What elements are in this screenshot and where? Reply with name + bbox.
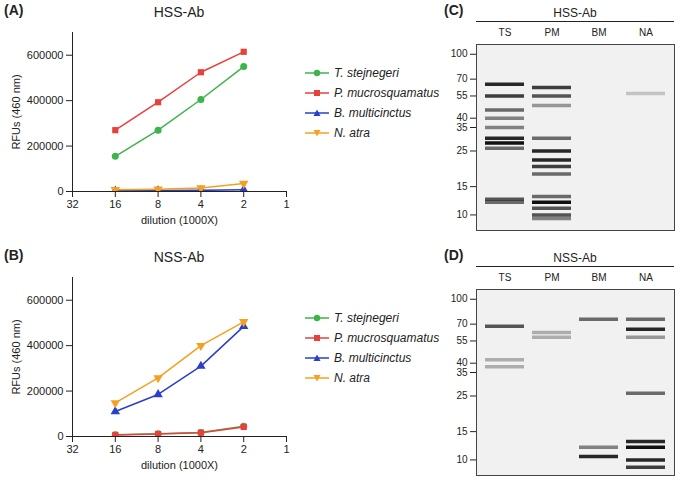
svg-text:15: 15 [456, 426, 468, 437]
svg-text:RFUs (460 nm): RFUs (460 nm) [10, 319, 22, 394]
svg-text:RFUs (460 nm): RFUs (460 nm) [10, 74, 22, 149]
svg-text:0: 0 [57, 185, 63, 197]
html-text:(C): (C) [444, 2, 464, 18]
svg-text:15: 15 [456, 181, 468, 192]
svg-text:16: 16 [109, 443, 121, 455]
html-text:B. multicinctus: B. multicinctus [334, 106, 412, 120]
svg-text:8: 8 [155, 443, 161, 455]
svg-text:0: 0 [57, 430, 63, 442]
html-text:HSS-Ab: HSS-Ab [153, 4, 205, 20]
svg-text:400000: 400000 [27, 339, 64, 351]
svg-text:55: 55 [456, 335, 468, 346]
svg-text:100: 100 [451, 293, 468, 304]
svg-text:BM: BM [592, 272, 607, 283]
svg-text:4: 4 [198, 443, 204, 455]
html-text:NSS-Ab: NSS-Ab [553, 251, 597, 265]
html-text:N. atra: N. atra [334, 126, 370, 140]
html-text:N. atra: N. atra [334, 371, 370, 385]
svg-text:dilution (1000X): dilution (1000X) [141, 459, 218, 471]
svg-text:PM: PM [545, 27, 560, 38]
svg-text:40: 40 [456, 112, 468, 124]
svg-text:32: 32 [66, 198, 78, 210]
svg-text:200000: 200000 [27, 385, 64, 397]
svg-text:25: 25 [456, 390, 468, 401]
svg-text:55: 55 [456, 90, 468, 101]
svg-text:35: 35 [456, 367, 468, 378]
svg-text:32: 32 [66, 443, 78, 455]
html-text:(A): (A) [4, 2, 24, 18]
html-text:P. mucrosquamatus: P. mucrosquamatus [334, 331, 440, 345]
svg-text:dilution (1000X): dilution (1000X) [141, 214, 218, 226]
svg-text:100: 100 [451, 48, 468, 59]
svg-text:TS: TS [499, 272, 512, 283]
svg-text:TS: TS [499, 27, 512, 38]
svg-text:BM: BM [592, 27, 607, 38]
svg-text:1: 1 [283, 443, 289, 455]
svg-text:2: 2 [241, 198, 247, 210]
html-text:P. mucrosquamatus: P. mucrosquamatus [334, 86, 440, 100]
svg-text:10: 10 [456, 454, 468, 465]
svg-text:40: 40 [456, 357, 468, 369]
svg-text:16: 16 [109, 198, 121, 210]
svg-text:2: 2 [241, 443, 247, 455]
svg-text:35: 35 [456, 122, 468, 133]
svg-text:400000: 400000 [27, 94, 64, 106]
html-text:(D): (D) [444, 247, 464, 263]
svg-text:600000: 600000 [27, 49, 64, 61]
html-text:NSS-Ab: NSS-Ab [153, 249, 205, 265]
svg-text:NA: NA [639, 272, 653, 283]
html-text:HSS-Ab: HSS-Ab [553, 6, 597, 20]
svg-text:4: 4 [198, 198, 204, 210]
svg-text:25: 25 [456, 145, 468, 156]
html-text:T. stejnegeri: T. stejnegeri [334, 66, 399, 80]
html-text:T. stejnegeri: T. stejnegeri [334, 311, 399, 325]
svg-text:NA: NA [639, 27, 653, 38]
svg-text:1: 1 [283, 198, 289, 210]
svg-text:70: 70 [456, 318, 468, 329]
svg-text:PM: PM [545, 272, 560, 283]
svg-text:10: 10 [456, 209, 468, 220]
html-text:(B): (B) [4, 247, 24, 263]
svg-text:600000: 600000 [27, 294, 64, 306]
svg-text:70: 70 [456, 73, 468, 84]
svg-text:200000: 200000 [27, 140, 64, 152]
svg-text:8: 8 [155, 198, 161, 210]
html-text:B. multicinctus: B. multicinctus [334, 351, 412, 365]
